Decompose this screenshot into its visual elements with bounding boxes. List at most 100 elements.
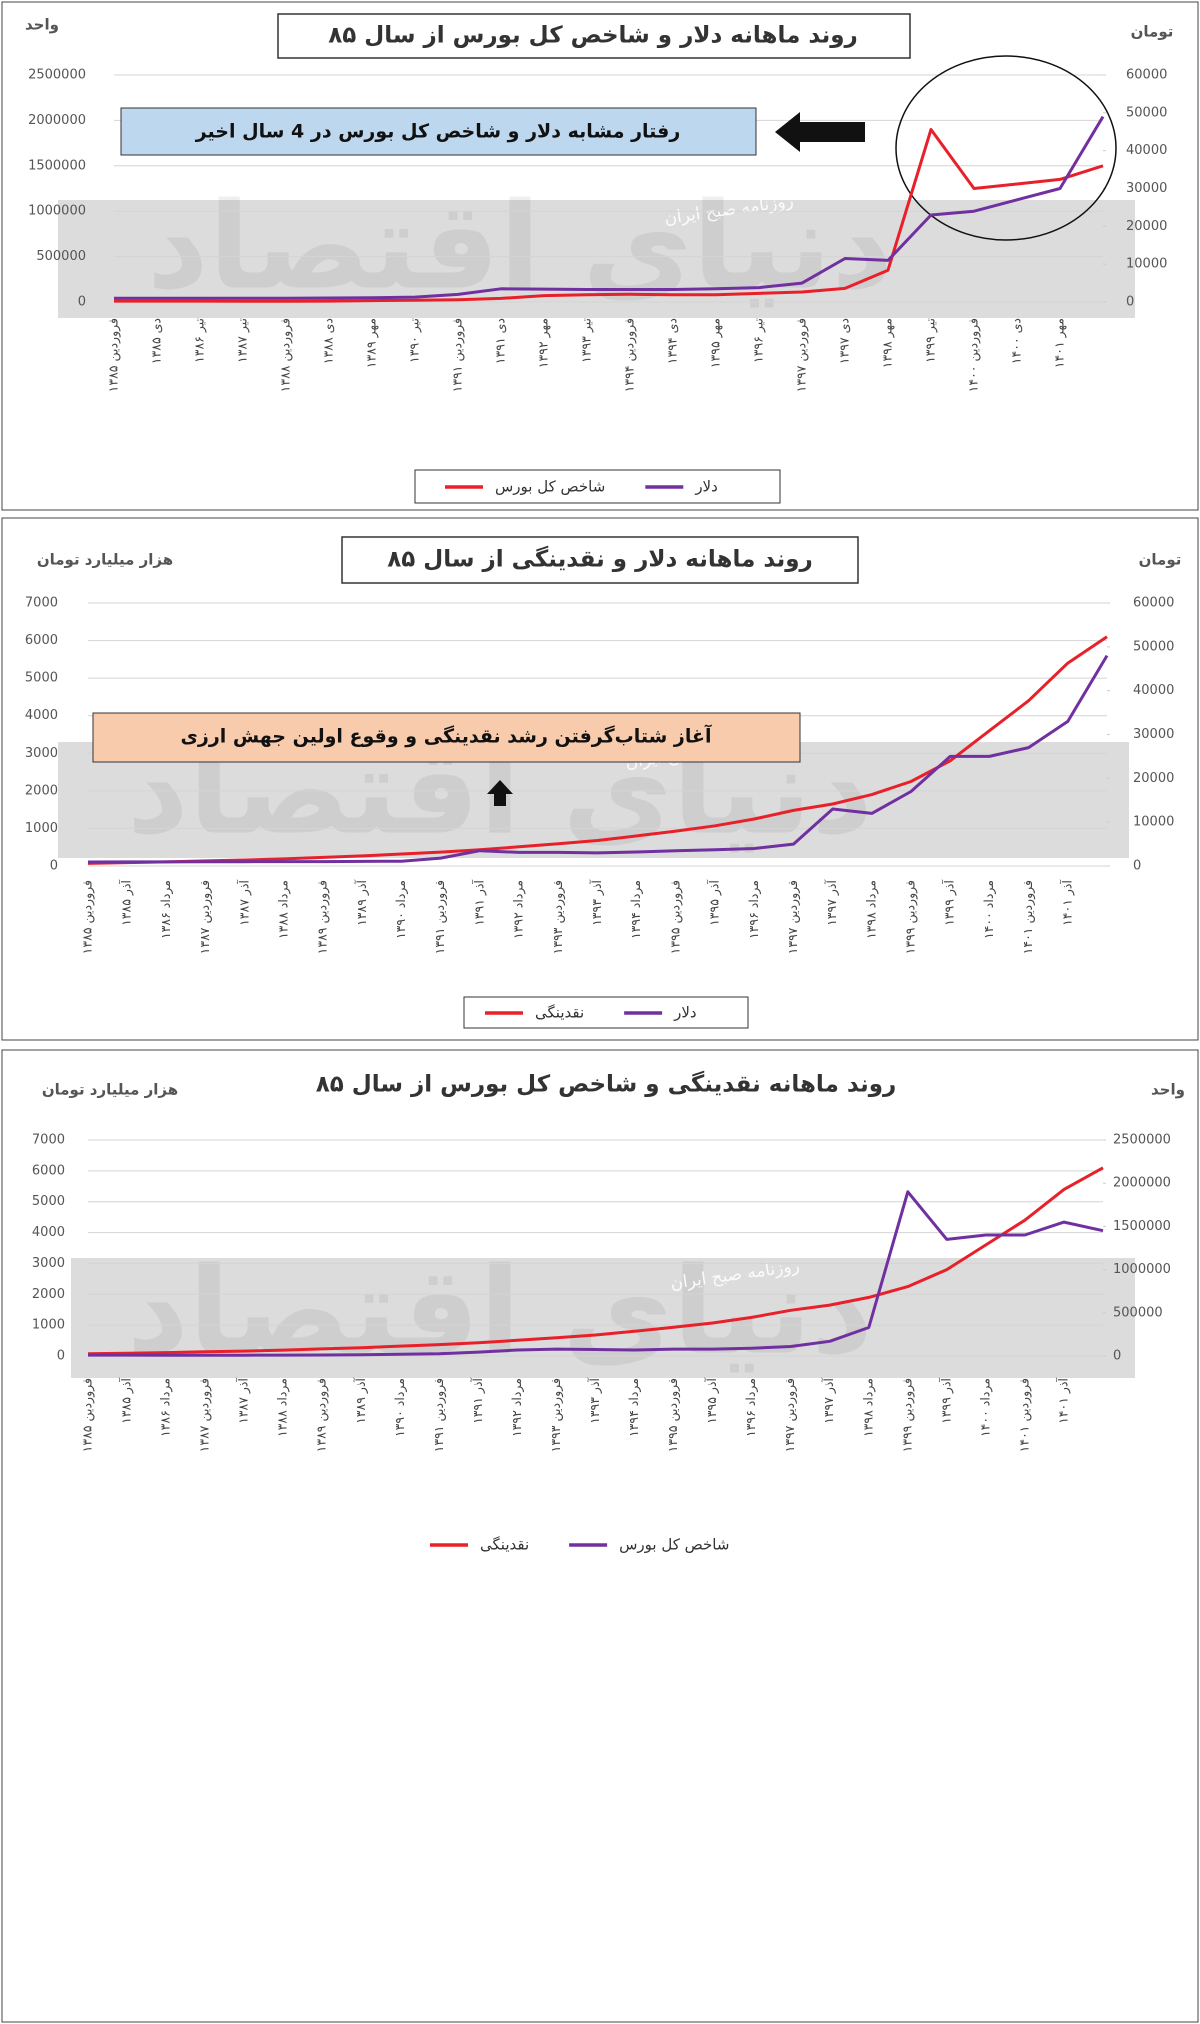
- x-tick-label: آذر ۱۳۹۹: [942, 879, 958, 925]
- y-tick-label: 3000: [25, 746, 58, 761]
- x-tick-label: فروردین ۱۳۹۷: [785, 880, 801, 954]
- series-line: [87, 654, 1109, 864]
- y2-tick-label: 30000: [1126, 181, 1167, 196]
- x-tick-label: آذر ۱۳۹۳: [589, 879, 605, 925]
- arrow: [775, 112, 865, 152]
- x-tick-label: فروردین ۱۴۰۱: [1020, 880, 1036, 954]
- y-tick-label: 5000: [25, 671, 58, 686]
- x-tick-label: فروردین ۱۳۹۷: [794, 318, 810, 392]
- chart-title: روند ماهانه دلار و نقدینگی از سال ۸۵: [387, 546, 813, 573]
- y2-tick-label: 50000: [1126, 105, 1167, 120]
- legend-label: نقدینگی: [480, 1536, 529, 1554]
- x-tick-label: آذر ۱۳۸۷: [236, 879, 252, 925]
- arrow: [487, 780, 513, 806]
- chart-title: روند ماهانه دلار و شاخص کل بورس از سال ۸…: [328, 23, 858, 49]
- x-tick-label: دی ۱۴۰۰: [1009, 318, 1024, 364]
- series-line: [88, 1190, 1104, 1357]
- x-tick-label: مرداد ۱۳۹۸: [863, 880, 879, 939]
- y2-tick-label: 60000: [1126, 68, 1167, 83]
- y2-tick-label: 0: [1133, 859, 1141, 874]
- x-tick-label: مهر ۱۳۸۹: [364, 318, 380, 368]
- y-axis-label: واحد: [25, 16, 59, 34]
- x-tick-label: مرداد ۱۳۹۶: [746, 880, 762, 939]
- x-tick-label: آذر ۱۳۹۵: [704, 1377, 720, 1423]
- y-tick-label: 2000: [32, 1287, 65, 1302]
- y-tick-label: 6000: [25, 633, 58, 648]
- annotation-box: [120, 107, 757, 156]
- x-tick-label: فروردین ۱۳۹۳: [550, 880, 566, 954]
- y-tick-label: 1000: [25, 821, 58, 836]
- y2-tick-label: 0: [1113, 1349, 1121, 1364]
- x-tick-label: آذر ۱۳۹۷: [821, 1377, 837, 1423]
- y-tick-label: 4000: [25, 708, 58, 723]
- x-tick-label: مرداد ۱۳۹۰: [393, 880, 409, 939]
- y-tick-label: 1000000: [28, 204, 86, 219]
- y-tick-label: 0: [78, 295, 86, 310]
- y-tick-label: 6000: [32, 1163, 65, 1178]
- x-tick-label: فروردین ۱۴۰۰: [966, 318, 982, 392]
- y2-tick-label: 20000: [1133, 771, 1174, 786]
- x-tick-label: فروردین ۱۳۹۹: [903, 880, 919, 954]
- y-tick-label: 3000: [32, 1256, 65, 1271]
- annotation: آغاز شتاب‌گرفتن رشد نقدینگی و وقوع اولین…: [180, 724, 712, 748]
- y-tick-label: 7000: [25, 596, 58, 611]
- x-tick-label: فروردین ۱۳۸۹: [314, 1378, 330, 1452]
- series-line: [87, 1166, 1104, 1356]
- x-tick-label: فروردین ۱۳۸۵: [80, 880, 96, 954]
- x-tick-label: فروردین ۱۳۸۵: [106, 318, 122, 392]
- x-tick-label: مرداد ۱۳۹۶: [743, 1378, 759, 1437]
- x-tick-label: مرداد ۱۳۹۴: [626, 1378, 642, 1437]
- y-tick-label: 1500000: [28, 158, 86, 173]
- y2-tick-label: 1000000: [1113, 1262, 1171, 1277]
- y2-tick-label: 2500000: [1113, 1133, 1171, 1148]
- y2-tick-label: 1500000: [1113, 1219, 1171, 1234]
- x-tick-label: آذر ۱۳۸۹: [353, 1377, 369, 1423]
- y2-tick-label: 40000: [1126, 143, 1167, 158]
- chart-title: روند ماهانه نقدینگی و شاخص کل بورس از سا…: [316, 1071, 897, 1098]
- logo-watermark: دنیای اقتصاد: [127, 1243, 873, 1382]
- y2-tick-label: 30000: [1133, 727, 1174, 742]
- annotation: رفتار مشابه دلار و شاخص کل بورس در 4 سال…: [195, 121, 681, 143]
- x-tick-label: تیر ۱۳۹۳: [579, 317, 595, 363]
- x-tick-label: مهر ۱۴۰۱: [1052, 318, 1068, 368]
- x-tick-label: فروردین ۱۳۸۷: [197, 880, 213, 954]
- y-tick-label: 0: [50, 859, 58, 874]
- x-tick-label: مرداد ۱۳۹۸: [860, 1378, 876, 1437]
- x-tick-label: مرداد ۱۳۹۴: [628, 880, 644, 939]
- watermark-band: [71, 1258, 1135, 1378]
- x-tick-label: آذر ۱۳۹۱: [470, 1377, 486, 1423]
- x-tick-label: تیر ۱۳۹۰: [407, 317, 423, 363]
- x-tick-label: آذر ۱۳۹۵: [707, 879, 723, 925]
- x-tick-label: فروردین ۱۳۹۹: [899, 1378, 915, 1452]
- x-tick-label: دی ۱۳۹۴: [665, 318, 680, 364]
- y2-tick-label: 500000: [1113, 1305, 1163, 1320]
- x-tick-label: تیر ۱۳۸۶: [192, 317, 208, 363]
- x-tick-label: آذر ۱۴۰۱: [1059, 879, 1075, 925]
- y2-axis-label: تومان: [1131, 23, 1174, 41]
- title-box: [341, 536, 859, 584]
- y-axis-label: هزار میلیارد تومان: [42, 1081, 178, 1099]
- y-tick-label: 2500000: [28, 68, 86, 83]
- highlight-circle: [895, 55, 1117, 241]
- y2-tick-label: 40000: [1133, 683, 1174, 698]
- y-tick-label: 4000: [32, 1225, 65, 1240]
- x-tick-label: آذر ۱۳۸۵: [119, 1377, 135, 1423]
- legend-label: دلار: [694, 478, 717, 496]
- x-tick-label: مرداد ۱۳۸۶: [158, 1378, 174, 1437]
- x-tick-label: فروردین ۱۳۹۳: [548, 1378, 564, 1452]
- y-tick-label: 500000: [36, 249, 86, 264]
- x-tick-label: تیر ۱۳۹۹: [923, 317, 939, 363]
- title-box: [277, 13, 911, 59]
- x-tick-label: تیر ۱۳۹۶: [751, 317, 767, 363]
- x-tick-label: مرداد ۱۳۸۶: [158, 880, 174, 939]
- y-tick-label: 5000: [32, 1194, 65, 1209]
- x-tick-label: فروردین ۱۳۹۱: [431, 1378, 447, 1452]
- x-tick-label: دی ۱۳۸۸: [321, 318, 336, 364]
- y-tick-label: 7000: [32, 1133, 65, 1148]
- x-tick-label: آذر ۱۴۰۱: [1055, 1377, 1071, 1423]
- y2-tick-label: 10000: [1126, 257, 1167, 272]
- x-tick-label: مرداد ۱۳۹۲: [511, 880, 527, 939]
- x-tick-label: مهر ۱۳۹۵: [708, 318, 724, 368]
- y2-tick-label: 2000000: [1113, 1176, 1171, 1191]
